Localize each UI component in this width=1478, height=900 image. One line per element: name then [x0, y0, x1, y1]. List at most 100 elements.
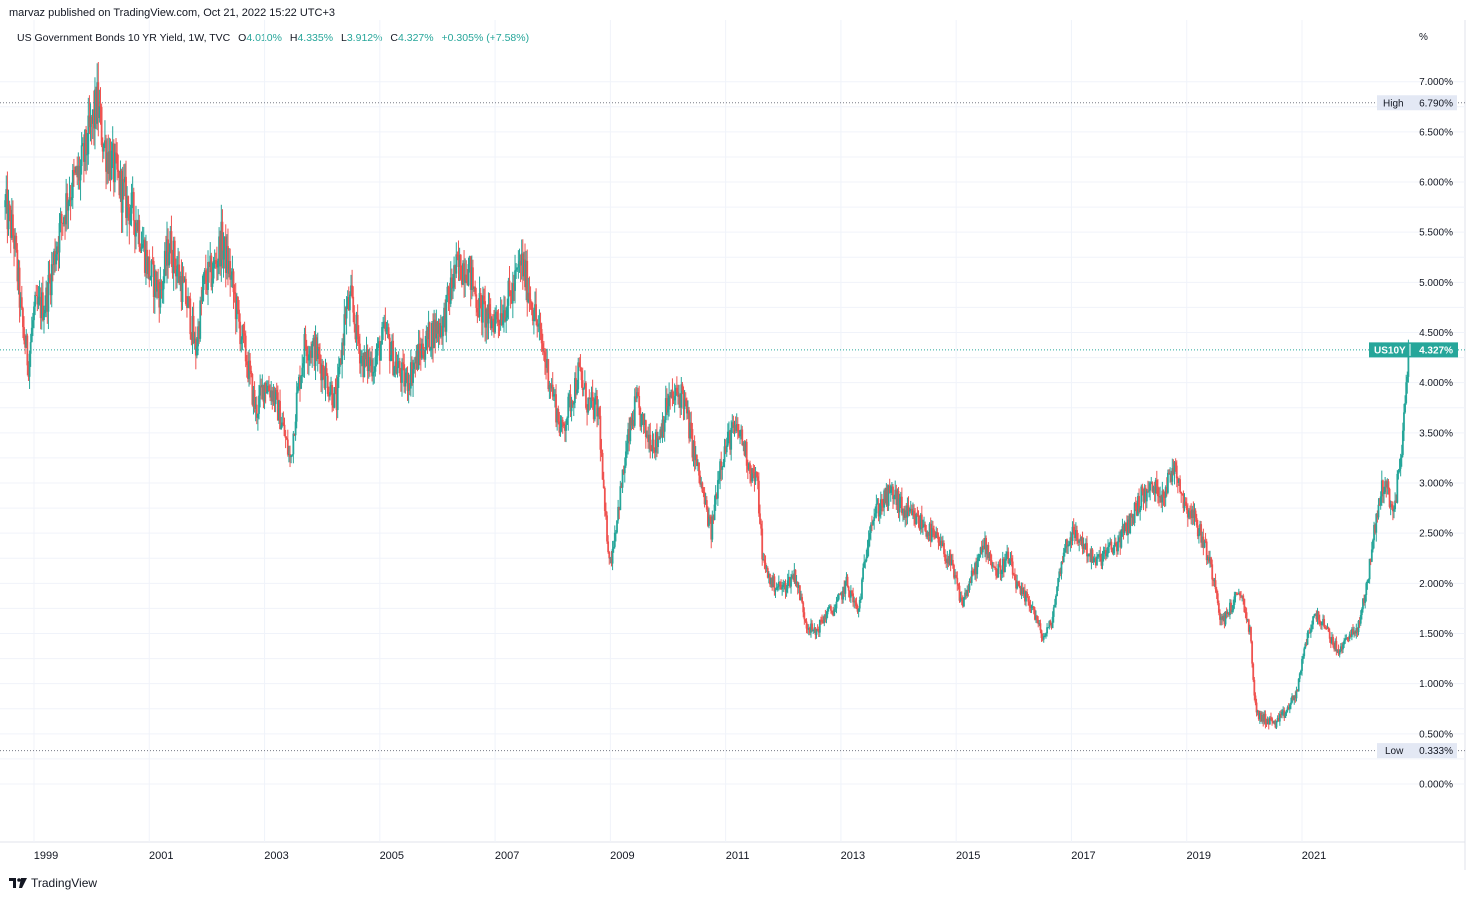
candle-body — [1079, 540, 1082, 542]
candle-body — [82, 143, 85, 162]
candle-body — [897, 490, 900, 513]
candle-body — [970, 570, 973, 583]
candle-body — [388, 337, 391, 361]
candle-body — [1154, 480, 1157, 494]
candle-body — [660, 429, 663, 438]
candle-body — [592, 401, 595, 420]
candle-body — [1046, 627, 1048, 634]
candle-body — [918, 523, 921, 530]
candle-body — [303, 334, 306, 364]
candle-body — [719, 461, 721, 480]
candle-body — [10, 214, 13, 238]
candle-body — [1152, 486, 1155, 492]
candle-body — [1333, 645, 1336, 650]
y-axis[interactable]: 7.000% 6.500% 6.000% 5.500% 5.000% 4.500% 4.00… — [1419, 77, 1453, 790]
candle-body — [453, 265, 455, 288]
candle-body — [1359, 615, 1362, 624]
candle-body — [119, 170, 122, 196]
candle-body — [1017, 581, 1020, 583]
change-value: +0.305% (+7.58%) — [441, 32, 530, 44]
candle-body — [170, 231, 173, 264]
candle-body — [557, 408, 560, 422]
candle-body — [1355, 628, 1358, 634]
candle-body — [843, 586, 846, 594]
candle-body — [996, 575, 999, 578]
candle-body — [910, 508, 913, 516]
candle-body — [472, 267, 474, 289]
candle-body — [514, 270, 516, 291]
candle-body — [863, 561, 866, 568]
candle-body — [684, 398, 687, 401]
candle-body — [690, 422, 693, 429]
candle-body — [7, 204, 10, 230]
candle-body — [772, 576, 775, 588]
candle-body — [950, 559, 953, 566]
candle-body — [355, 314, 358, 340]
y-tick-label: 6.500% — [1419, 127, 1453, 138]
candle-body — [1292, 696, 1295, 701]
candle-body — [735, 424, 738, 431]
candle-body — [692, 441, 695, 458]
candle-body — [71, 170, 74, 198]
candle-body — [436, 321, 439, 334]
candle-body — [1009, 558, 1012, 560]
candle-body — [913, 510, 915, 518]
candle-body — [227, 246, 229, 274]
candle-body — [646, 434, 648, 438]
candle-body — [1106, 553, 1108, 557]
candle-body — [1284, 713, 1287, 718]
candle-body — [1360, 609, 1363, 616]
candle-body — [1236, 593, 1239, 595]
candle-body — [1097, 554, 1099, 557]
candle-body — [251, 373, 254, 405]
candle-body — [1168, 472, 1170, 475]
candle-body — [659, 429, 662, 439]
candle-body — [885, 488, 888, 503]
candle-body — [1329, 638, 1332, 644]
candle-body — [1162, 490, 1165, 497]
candle-body — [503, 310, 505, 321]
candle-body — [49, 278, 52, 296]
candle-body — [722, 462, 725, 467]
candle-body — [714, 494, 717, 505]
candle-body — [223, 236, 226, 251]
candle-body — [703, 491, 706, 505]
candle-body — [1096, 556, 1098, 566]
candle-body — [1056, 586, 1058, 596]
tradingview-logo[interactable]: TradingView — [9, 876, 97, 890]
candle-body — [434, 319, 437, 339]
x-axis[interactable]: 1999 2001 2003 2005 2007 2009 2011 2013 2015 2017… — [34, 850, 1326, 862]
candle-body — [1133, 503, 1136, 524]
candle-body — [1018, 582, 1021, 587]
candle-body — [598, 407, 601, 416]
candle-body — [232, 271, 235, 293]
candle-body — [1385, 481, 1388, 488]
candle-body — [734, 425, 737, 431]
candle-body — [518, 260, 521, 264]
candle-body — [1109, 541, 1112, 546]
candle-body — [657, 438, 659, 447]
candle-body — [1201, 536, 1204, 543]
candle-body — [1383, 492, 1385, 494]
candle-body — [145, 249, 147, 273]
candle-body — [833, 609, 836, 616]
candle-body — [573, 378, 576, 404]
candle-body — [438, 323, 441, 337]
candle-body — [825, 614, 828, 620]
candle-body — [930, 527, 933, 542]
candle-body — [470, 267, 473, 290]
candle-body — [546, 359, 549, 368]
candle-body — [231, 271, 234, 276]
candle-body — [209, 255, 212, 267]
candle-body — [531, 309, 534, 321]
candle-body — [797, 585, 800, 588]
candle-body — [519, 260, 522, 266]
candle-body — [1341, 646, 1343, 650]
candle-body — [59, 213, 62, 224]
candle-body — [1169, 473, 1172, 475]
candle-body — [805, 621, 808, 629]
candle-body — [1166, 472, 1169, 493]
candle-body — [138, 220, 141, 247]
candle-body — [126, 196, 129, 218]
